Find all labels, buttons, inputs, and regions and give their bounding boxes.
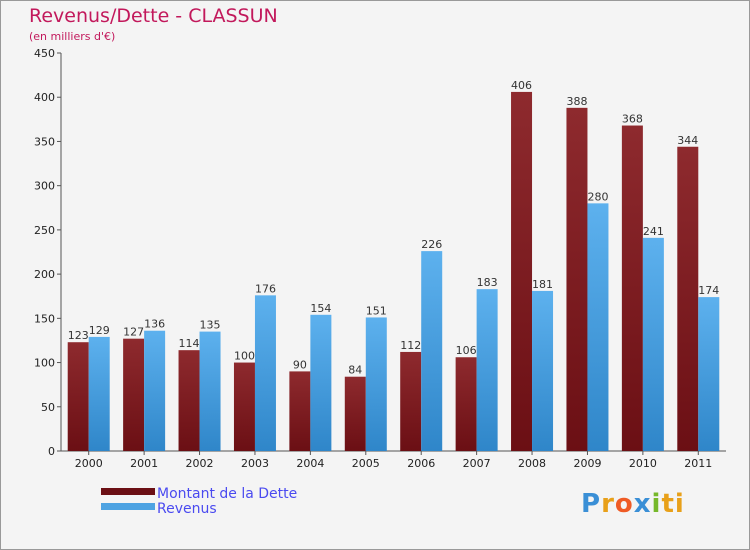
data-label-revenus: 280	[587, 190, 608, 203]
chart-title: Revenus/Dette - CLASSUN	[29, 5, 278, 27]
bar-revenus	[642, 237, 664, 451]
logo-letter: P	[581, 489, 602, 519]
bar-revenus	[476, 289, 498, 451]
y-tick-label: 0	[48, 445, 55, 458]
logo-letter: o	[614, 489, 634, 519]
bar-dette	[400, 351, 422, 451]
bar-dette	[621, 125, 643, 451]
bar-revenus	[532, 290, 554, 451]
x-tick-label: 2011	[684, 457, 712, 470]
x-tick-label: 2005	[352, 457, 380, 470]
y-tick-label: 200	[34, 268, 55, 281]
data-label-revenus: 241	[643, 225, 664, 238]
bar-revenus	[199, 331, 221, 451]
logo-letter: ti	[661, 489, 685, 519]
data-label-revenus: 135	[200, 319, 221, 332]
data-label-revenus: 226	[421, 238, 442, 251]
x-tick-label: 2003	[241, 457, 269, 470]
bar-dette	[67, 342, 89, 451]
y-tick-label: 300	[34, 180, 55, 193]
bar-dette	[511, 91, 533, 451]
data-label-dette: 100	[234, 350, 255, 363]
bar-dette	[233, 362, 255, 451]
proxiti-logo: Proxiti	[581, 489, 685, 519]
bar-revenus	[587, 203, 609, 451]
legend-label-dette: Montant de la Dette	[157, 486, 298, 502]
x-tick-label: 2007	[463, 457, 491, 470]
bar-dette	[289, 371, 311, 451]
data-label-revenus: 136	[144, 318, 165, 331]
y-tick-label: 50	[41, 401, 55, 414]
data-label-revenus: 183	[477, 276, 498, 289]
y-tick-label: 400	[34, 91, 55, 104]
bar-dette	[566, 107, 588, 451]
data-label-revenus: 151	[366, 304, 387, 317]
bar-revenus	[88, 336, 110, 451]
logo-letter: x	[633, 489, 652, 519]
data-label-dette: 112	[400, 339, 421, 352]
y-tick-label: 350	[34, 135, 55, 148]
bar-revenus	[698, 297, 720, 451]
data-label-dette: 123	[68, 329, 89, 342]
bar-dette	[677, 146, 699, 452]
x-tick-label: 2010	[629, 457, 657, 470]
data-label-revenus: 174	[698, 284, 719, 297]
bar-dette	[344, 376, 366, 451]
bar-revenus	[310, 314, 332, 451]
data-label-revenus: 181	[532, 278, 553, 291]
bar-dette	[178, 350, 200, 451]
bar-dette	[455, 357, 477, 451]
x-tick-label: 2001	[130, 457, 158, 470]
bar-revenus	[365, 317, 387, 451]
data-label-dette: 406	[511, 79, 532, 92]
bar-revenus	[421, 251, 443, 451]
data-label-dette: 106	[456, 344, 477, 357]
legend-swatch-dette	[101, 488, 155, 495]
data-label-revenus: 129	[89, 324, 110, 337]
legend-label-revenus: Revenus	[157, 501, 217, 517]
data-label-dette: 84	[348, 364, 362, 377]
chart-subtitle: (en milliers d'€)	[29, 30, 116, 43]
y-tick-label: 100	[34, 357, 55, 370]
y-tick-label: 150	[34, 312, 55, 325]
data-label-dette: 90	[293, 358, 307, 371]
bar-dette	[123, 338, 145, 451]
logo-letter: i	[651, 489, 662, 519]
data-label-revenus: 176	[255, 282, 276, 295]
bar-revenus	[254, 295, 276, 451]
bar-revenus	[144, 330, 166, 451]
x-tick-label: 2009	[573, 457, 601, 470]
logo-letter: r	[601, 489, 615, 519]
y-tick-label: 250	[34, 224, 55, 237]
x-tick-label: 2000	[75, 457, 103, 470]
y-tick-label: 450	[34, 47, 55, 60]
x-tick-label: 2006	[407, 457, 435, 470]
legend-swatch-revenus	[101, 503, 155, 510]
data-label-revenus: 154	[310, 302, 331, 315]
data-label-dette: 344	[677, 134, 698, 147]
data-label-dette: 127	[123, 326, 144, 339]
x-tick-label: 2002	[186, 457, 214, 470]
data-label-dette: 388	[566, 95, 587, 108]
x-tick-label: 2004	[296, 457, 324, 470]
data-label-dette: 368	[622, 113, 643, 126]
x-tick-label: 2008	[518, 457, 546, 470]
data-label-dette: 114	[179, 337, 200, 350]
